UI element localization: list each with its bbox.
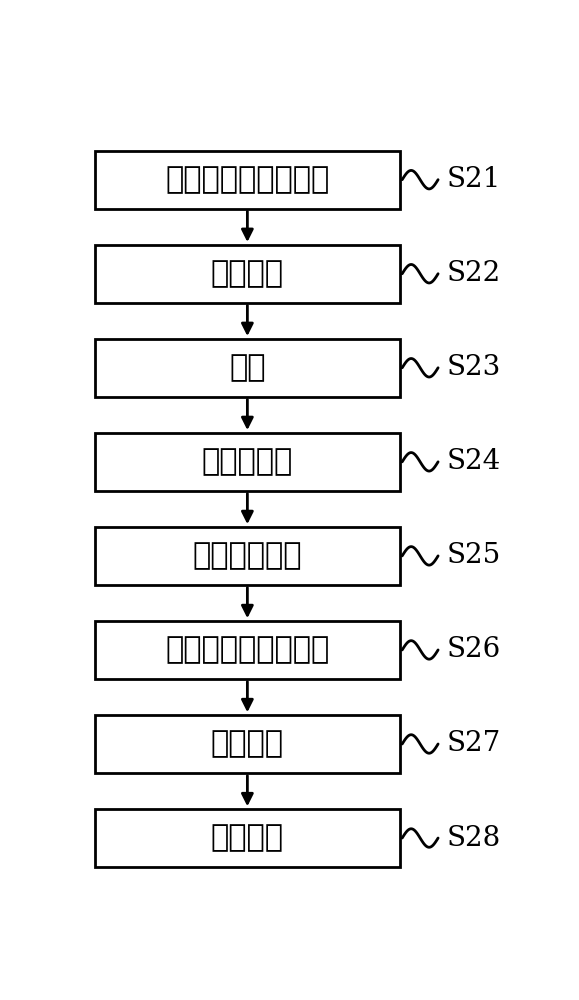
Text: S25: S25 <box>447 542 501 569</box>
Text: S23: S23 <box>447 354 501 381</box>
Text: 网格划分: 网格划分 <box>211 729 284 758</box>
Text: S21: S21 <box>447 166 501 193</box>
Text: S24: S24 <box>447 448 501 475</box>
Bar <box>95 527 400 585</box>
Text: 定义相互作用: 定义相互作用 <box>193 541 302 570</box>
Text: 定义边界条件和载荷: 定义边界条件和载荷 <box>165 635 329 664</box>
Bar <box>95 621 400 679</box>
Text: S22: S22 <box>447 260 501 287</box>
Bar <box>95 151 400 209</box>
Text: S26: S26 <box>447 636 501 663</box>
Text: 创建材料: 创建材料 <box>211 259 284 288</box>
Text: 装配: 装配 <box>229 353 266 382</box>
Text: S27: S27 <box>447 730 501 757</box>
Text: 模具导入和板料创建: 模具导入和板料创建 <box>165 165 329 194</box>
Bar <box>95 245 400 303</box>
Bar <box>95 715 400 773</box>
Text: 提交分析: 提交分析 <box>211 824 284 853</box>
Bar <box>95 809 400 867</box>
Bar <box>95 433 400 491</box>
Text: S28: S28 <box>447 825 501 852</box>
Text: 创建分析步: 创建分析步 <box>201 447 293 476</box>
Bar <box>95 339 400 397</box>
